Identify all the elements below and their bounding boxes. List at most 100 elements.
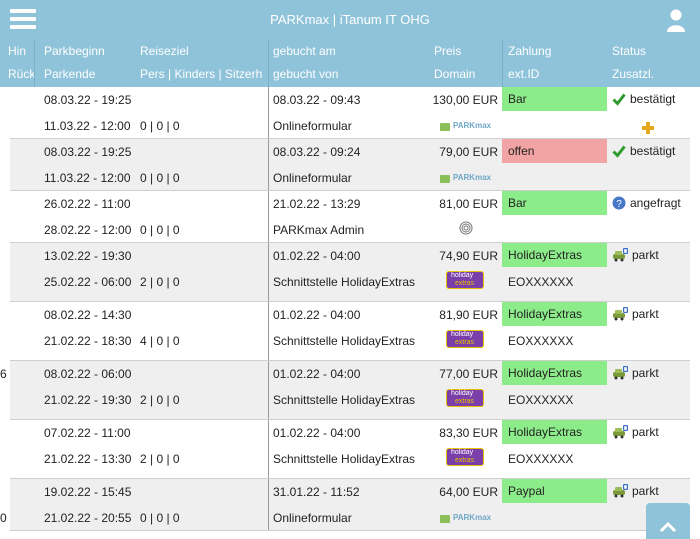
status-text: parkt — [632, 248, 659, 262]
price: 64,00 EUR — [439, 485, 498, 499]
status-text: parkt — [632, 307, 659, 321]
parkmax-logo-text: PARKmax — [453, 513, 492, 522]
booked-by: PARKmax Admin — [273, 223, 365, 237]
chevron-up-icon — [659, 521, 677, 533]
add-extra-button[interactable] — [641, 121, 655, 138]
header-preis[interactable]: Preis — [434, 44, 462, 58]
parkmax-logo: PARKmax — [440, 513, 492, 528]
payment-method: HolidayExtras — [502, 420, 607, 444]
payment-method: Bar — [502, 87, 607, 111]
status-badge[interactable]: parkt — [612, 307, 659, 321]
external-id: EOXXXXXX — [508, 334, 574, 348]
persons: 0 | 0 | 0 — [140, 119, 180, 133]
header-zahlung[interactable]: Zahlung — [508, 44, 552, 58]
status-badge[interactable]: bestätigt — [612, 92, 675, 106]
table-row[interactable]: 08.02.22 - 14:30 21.02.22 - 18:30 4 | 0 | … — [10, 302, 690, 361]
header-status[interactable]: Status — [612, 44, 647, 58]
park-end: 11.03.22 - 12:00 — [44, 119, 131, 133]
booked-at: 01.02.22 - 04:00 — [273, 426, 361, 440]
holidayextras-logo-text: extras — [455, 280, 475, 287]
header-ext-id[interactable]: ext.ID — [508, 67, 540, 81]
booked-by: Schnittstelle HolidayExtras — [273, 393, 416, 407]
status-text: bestätigt — [630, 92, 676, 106]
status-text: parkt — [632, 366, 659, 380]
table-row[interactable]: 13.02.22 - 19:30 25.02.22 - 06:00 2 | 0 | … — [10, 243, 690, 302]
scroll-to-top-button[interactable] — [646, 503, 690, 539]
booked-at: 21.02.22 - 13:29 — [273, 197, 361, 211]
booked-by: Onlineformular — [273, 119, 352, 133]
booked-at: 01.02.22 - 04:00 — [273, 367, 361, 381]
user-icon[interactable] — [666, 8, 686, 32]
car-icon — [613, 366, 628, 380]
booked-by: Onlineformular — [273, 171, 352, 185]
park-begin: 08.02.22 - 14:30 — [44, 308, 132, 322]
park-end: 25.02.22 - 06:00 — [44, 275, 132, 289]
status-text: bestätigt — [630, 144, 676, 158]
price: 79,00 EUR — [439, 145, 498, 159]
parkmax-logo-text: PARKmax — [453, 121, 492, 130]
column-divider — [268, 479, 269, 530]
table-row[interactable]: 26.02.22 - 11:00 28.02.22 - 12:00 0 | 0 | … — [10, 191, 690, 243]
header-domain[interactable]: Domain — [434, 67, 476, 81]
park-end: 21.02.22 - 13:30 — [44, 452, 132, 466]
status-badge[interactable]: ? angefragt — [612, 196, 681, 210]
row-rueck: 0 — [0, 511, 7, 525]
external-id: EOXXXXXX — [508, 452, 574, 466]
header-gebucht-von[interactable]: gebucht von — [273, 67, 339, 81]
holidayextras-logo: holiday extras — [446, 389, 484, 407]
holidayextras-logo-text: extras — [455, 457, 475, 464]
table-row[interactable]: 0 19.02.22 - 15:45 21.02.22 - 20:55 0 | 0 |… — [0, 479, 690, 531]
status-badge[interactable]: bestätigt — [612, 144, 675, 158]
car-icon — [613, 425, 628, 439]
parkmax-logo: PARKmax — [440, 121, 492, 136]
persons: 2 | 0 | 0 — [140, 393, 180, 407]
park-begin: 08.03.22 - 19:25 — [44, 93, 132, 107]
header-hin[interactable]: Hin — [8, 44, 27, 58]
external-id: EOXXXXXX — [508, 393, 574, 407]
status-badge[interactable]: parkt — [612, 425, 659, 439]
header-reiseziel[interactable]: Reiseziel — [140, 44, 189, 58]
fingerprint-logo — [459, 221, 473, 238]
parkmax-logo: PARKmax — [440, 173, 492, 188]
park-begin: 07.02.22 - 11:00 — [44, 426, 131, 440]
header-parkbeginn[interactable]: Parkbeginn — [44, 44, 105, 58]
status-badge[interactable]: parkt — [612, 484, 659, 498]
holidayextras-logo-text: extras — [455, 398, 475, 405]
holidayextras-logo: holiday extras — [446, 271, 484, 289]
top-bar: PARKmax | iTanum IT OHG — [0, 0, 700, 40]
hamburger-menu-icon[interactable] — [10, 9, 36, 30]
header-pers[interactable]: Pers | Kinders | Sitzerh — [140, 67, 263, 81]
column-divider — [268, 87, 269, 138]
header-zusatzl[interactable]: Zusatzl. — [612, 67, 655, 81]
holidayextras-logo-text: holiday — [451, 272, 474, 279]
park-begin: 19.02.22 - 15:45 — [44, 485, 132, 499]
table-row[interactable]: 6 08.02.22 - 06:00 21.02.22 - 19:30 2 | 0 |… — [0, 361, 690, 420]
table-row[interactable]: 07.02.22 - 11:00 21.02.22 - 13:30 2 | 0 | … — [10, 420, 690, 479]
header-rueck[interactable]: Rück — [8, 67, 36, 81]
svg-text:?: ? — [616, 199, 622, 210]
status-text: parkt — [632, 425, 659, 439]
app-title: PARKmax | iTanum IT OHG — [270, 12, 430, 27]
park-end: 21.02.22 - 20:55 — [44, 511, 132, 525]
payment-method: HolidayExtras — [502, 302, 607, 326]
table-row[interactable]: 08.03.22 - 19:25 11.03.22 - 12:00 0 | 0 | … — [10, 87, 690, 139]
park-end: 28.02.22 - 12:00 — [44, 223, 132, 237]
park-begin: 08.02.22 - 06:00 — [44, 367, 132, 381]
persons: 4 | 0 | 0 — [140, 334, 180, 348]
header-gebucht-am[interactable]: gebucht am — [273, 44, 336, 58]
park-end: 21.02.22 - 18:30 — [44, 334, 132, 348]
header-parkende[interactable]: Parkende — [44, 67, 96, 81]
price: 83,30 EUR — [439, 426, 498, 440]
holidayextras-logo-text: holiday — [451, 331, 474, 338]
column-divider — [268, 139, 269, 190]
status-badge[interactable]: parkt — [612, 248, 659, 262]
payment-method: HolidayExtras — [502, 361, 607, 385]
column-divider — [268, 243, 269, 301]
table-row[interactable]: 08.03.22 - 19:25 11.03.22 - 12:00 0 | 0 | … — [10, 139, 690, 191]
plus-icon[interactable] — [641, 121, 655, 135]
holidayextras-logo-text: holiday — [451, 449, 474, 456]
status-text: parkt — [632, 484, 659, 498]
car-icon — [613, 307, 628, 321]
status-badge[interactable]: parkt — [612, 366, 659, 380]
column-divider — [268, 191, 269, 242]
